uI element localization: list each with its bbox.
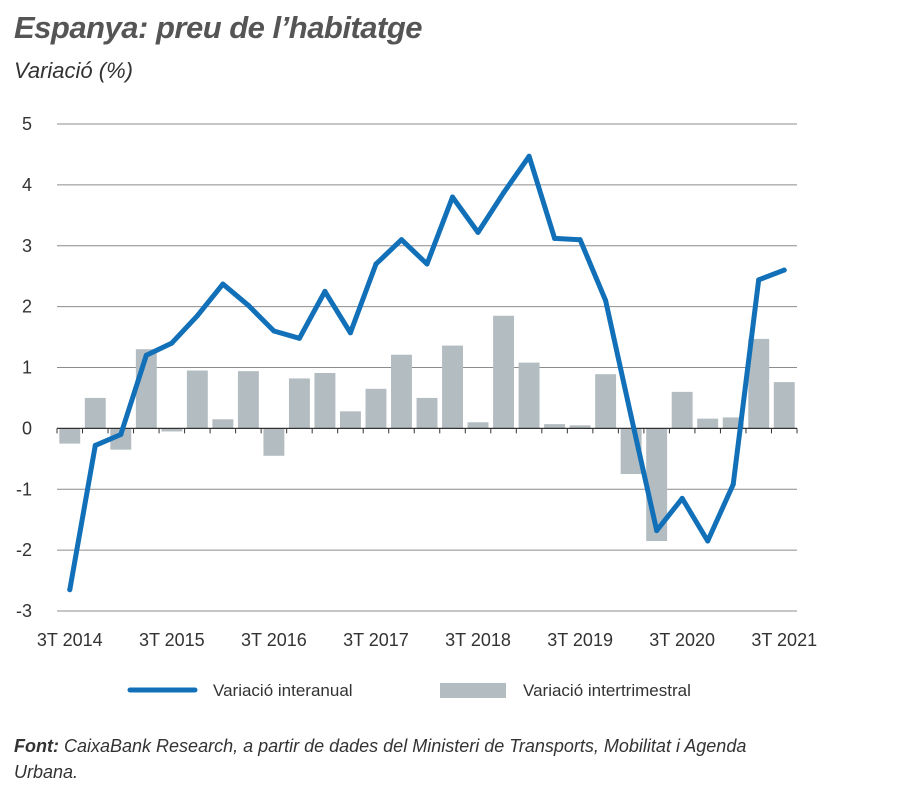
bar <box>569 425 591 429</box>
bar <box>671 391 693 429</box>
x-axis-ticks: 3T 2014 3T 2015 3T 2016 3T 2017 3T 2018 3T 20… <box>37 630 817 650</box>
x-tick-label: 3T 2021 <box>751 630 817 650</box>
line-point <box>654 528 660 534</box>
bar <box>722 417 744 429</box>
bar <box>110 428 132 450</box>
bar <box>314 372 336 429</box>
bar <box>773 382 795 429</box>
line-interanual <box>67 153 787 593</box>
bar <box>84 397 106 429</box>
bar <box>339 411 361 429</box>
source-label: Font: <box>14 736 59 756</box>
line-point <box>679 495 685 501</box>
x-tick-label: 3T 2016 <box>241 630 307 650</box>
line-point <box>398 237 404 243</box>
bar <box>263 428 285 456</box>
line-point <box>526 153 532 159</box>
bar <box>467 422 489 429</box>
legend: Variació interanual Variació intertrimes… <box>127 681 691 700</box>
gridlines <box>57 123 797 612</box>
line-point <box>501 190 507 196</box>
x-tick-label: 3T 2018 <box>445 630 511 650</box>
line-point <box>603 298 609 304</box>
line-point <box>67 587 73 593</box>
line-point <box>220 281 226 287</box>
bar <box>442 345 463 429</box>
x-tick-label: 3T 2015 <box>139 630 205 650</box>
zero-axis <box>56 427 798 434</box>
chart-title: Espanya: preu de l’habitatge <box>14 10 423 45</box>
y-tick-label: 4 <box>22 175 32 195</box>
bar <box>595 374 617 429</box>
bar <box>518 362 540 429</box>
bar <box>697 418 719 429</box>
y-tick-label: 3 <box>22 236 32 256</box>
line-series <box>67 153 787 593</box>
x-tick-label: 3T 2020 <box>649 630 715 650</box>
line-point <box>296 335 302 341</box>
bar <box>288 378 310 429</box>
bar <box>748 338 770 429</box>
line-point <box>169 340 175 346</box>
bar <box>237 371 259 429</box>
bar <box>391 354 412 429</box>
x-tick-label: 3T 2019 <box>547 630 613 650</box>
line-point <box>628 413 634 419</box>
bar <box>416 397 438 429</box>
legend-bar-swatch <box>440 683 506 698</box>
line-point <box>118 431 124 437</box>
x-tick-label: 3T 2017 <box>343 630 409 650</box>
bar <box>212 419 234 429</box>
line-point <box>424 261 430 267</box>
source-note: Font: CaixaBank Research, a partir de da… <box>14 733 814 785</box>
line-point <box>705 538 711 544</box>
bar <box>186 370 208 429</box>
bar <box>59 428 81 444</box>
line-point <box>271 328 277 334</box>
chart-subtitle: Variació (%) <box>14 58 133 83</box>
line-point <box>756 277 762 283</box>
line-point <box>194 313 200 319</box>
legend-label-interanual: Variació interanual <box>213 681 353 700</box>
line-point <box>373 261 379 267</box>
y-tick-label: -1 <box>16 479 32 499</box>
line-point <box>322 288 328 294</box>
bar <box>365 388 387 429</box>
bar <box>544 424 566 429</box>
y-tick-label: -2 <box>16 540 32 560</box>
source-text: CaixaBank Research, a partir de dades de… <box>14 736 747 782</box>
y-axis-ticks: 5 4 3 2 1 0 -1 -2 -3 <box>16 114 32 621</box>
line-point <box>730 481 736 487</box>
line-point <box>781 267 787 273</box>
y-tick-label: 5 <box>22 114 32 134</box>
x-tick-label: 3T 2014 <box>37 630 103 650</box>
y-tick-label: 2 <box>22 297 32 317</box>
line-point <box>450 194 456 200</box>
line-point <box>245 302 251 308</box>
line-point <box>143 352 149 358</box>
line-point <box>475 229 481 235</box>
legend-label-intertrimestral: Variació intertrimestral <box>523 681 691 700</box>
y-tick-label: 1 <box>22 358 32 378</box>
line-point <box>577 237 583 243</box>
bar <box>161 428 183 432</box>
y-tick-label: 0 <box>22 418 32 438</box>
y-tick-label: -3 <box>16 601 32 621</box>
line-point <box>92 442 98 448</box>
line-point <box>347 330 353 336</box>
line-point <box>552 235 558 241</box>
bar <box>493 315 515 429</box>
